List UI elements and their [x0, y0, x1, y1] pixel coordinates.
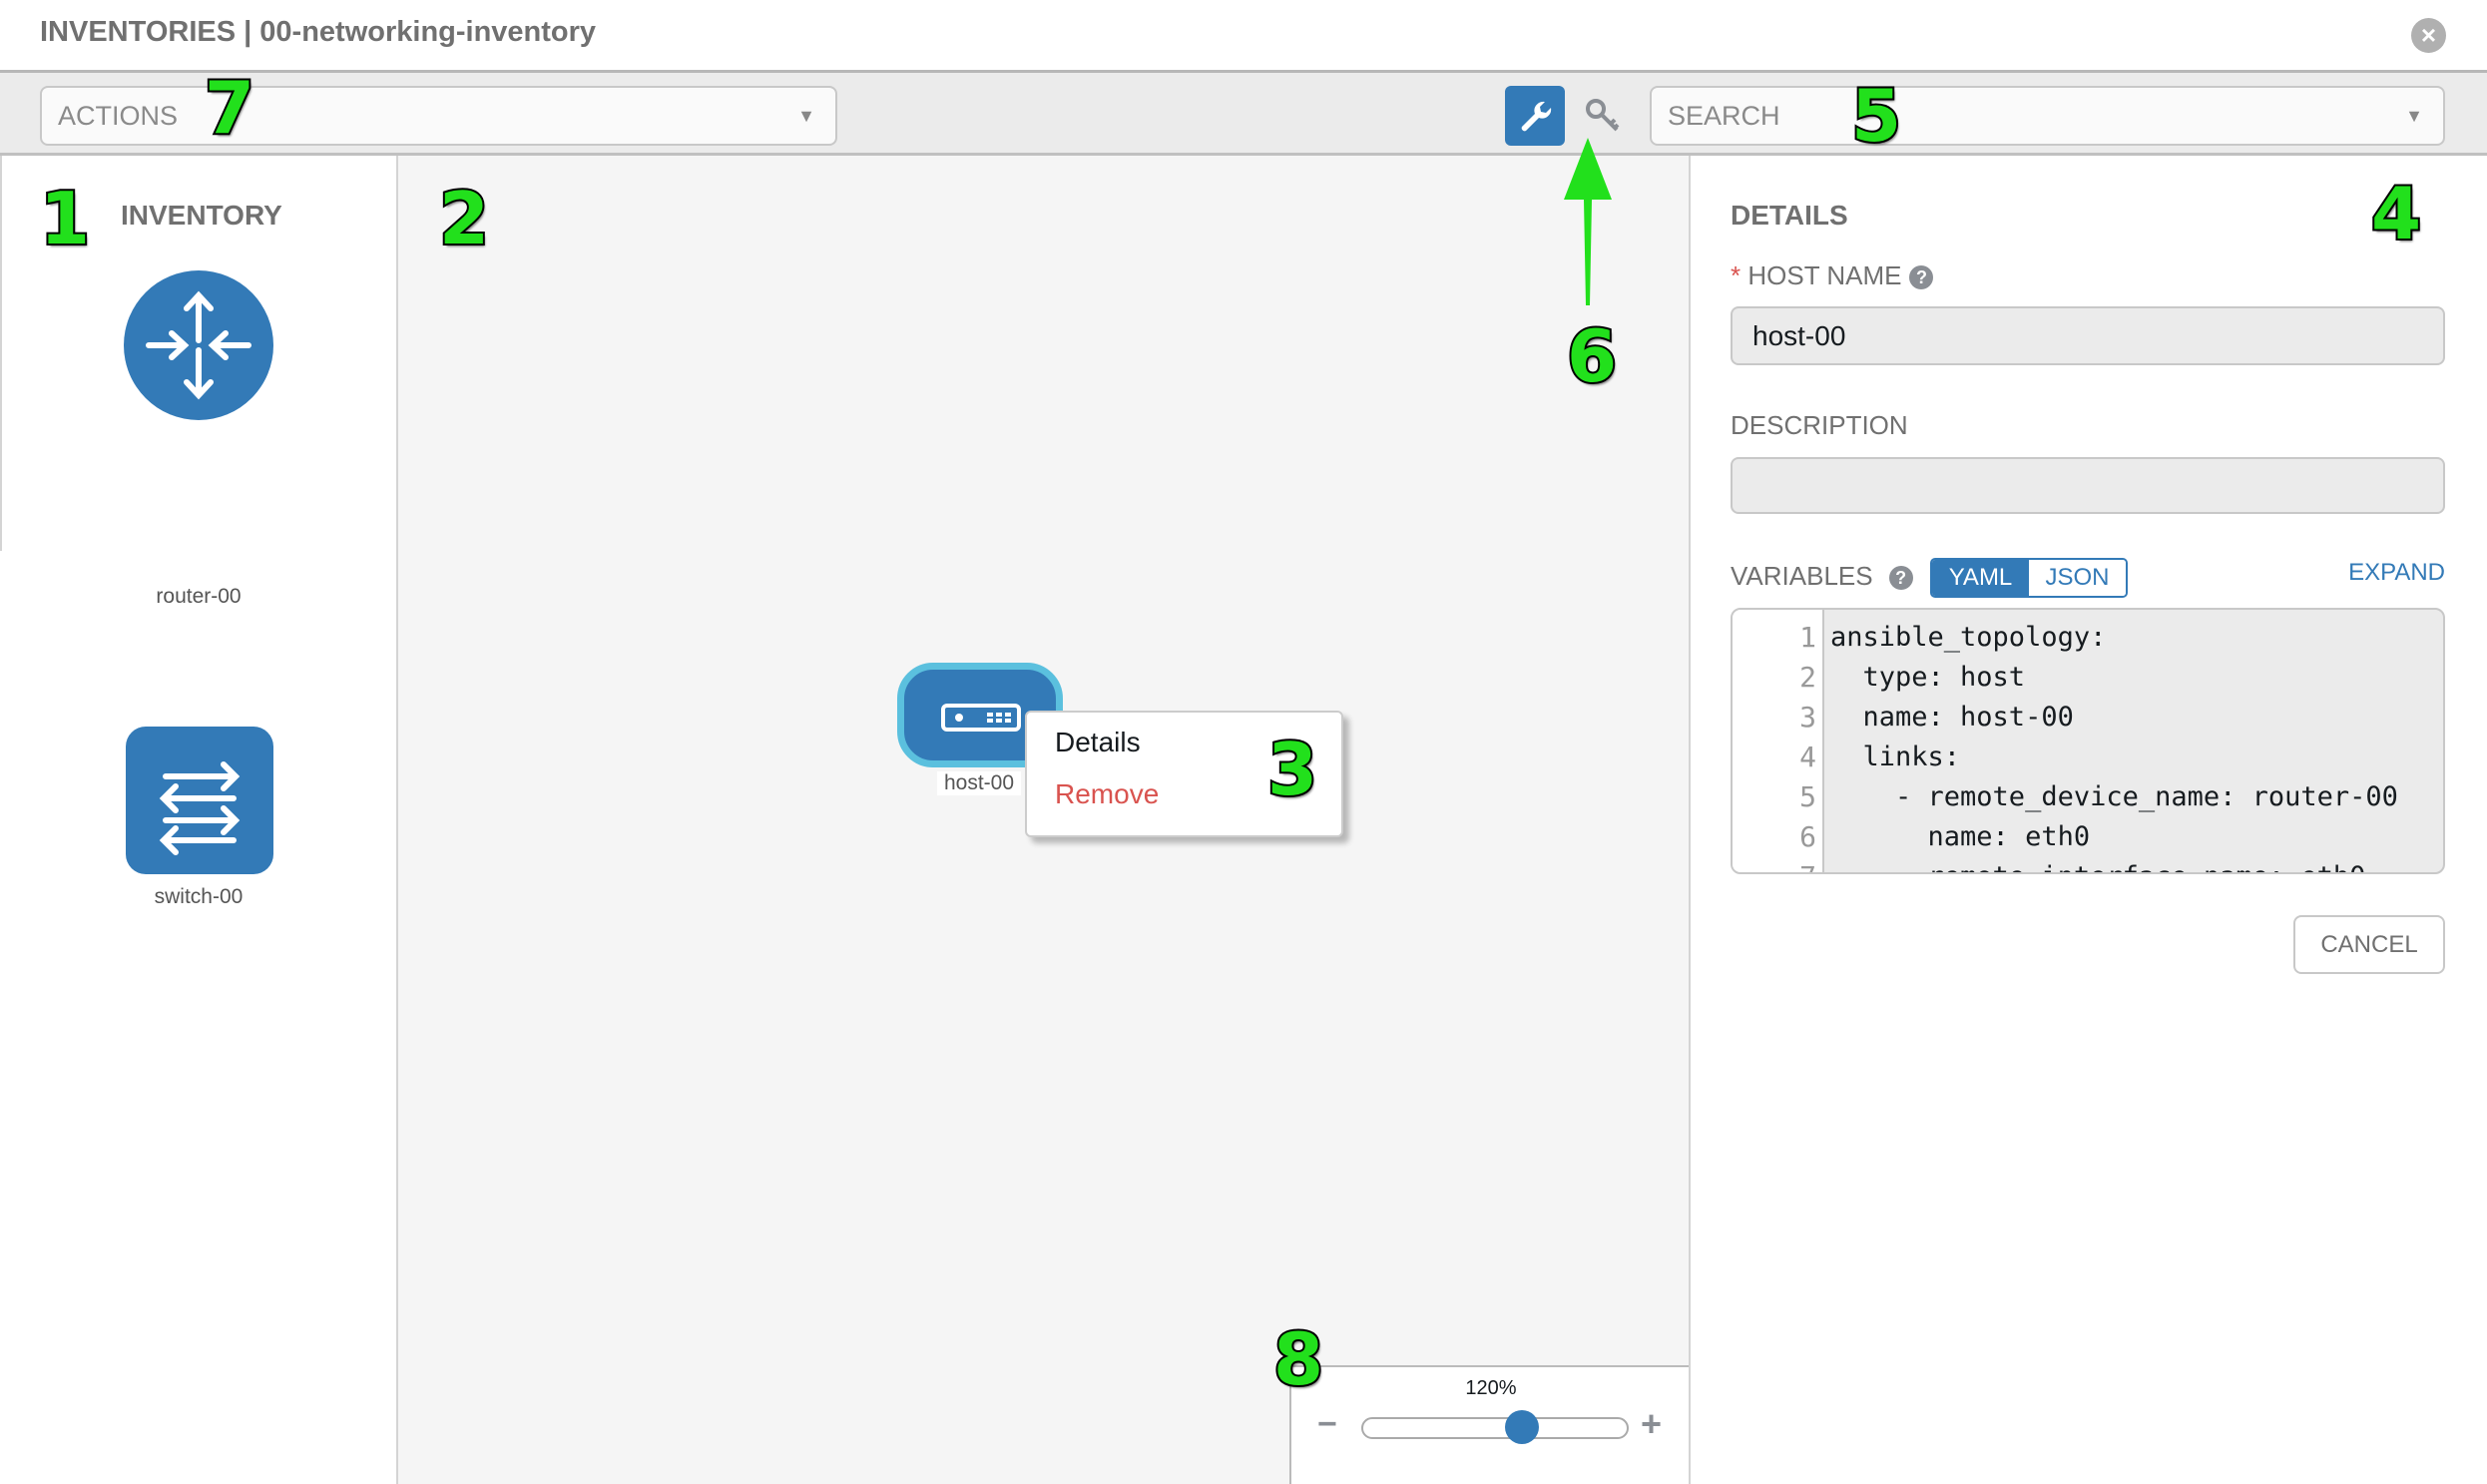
- context-menu: Details Remove: [1025, 711, 1343, 837]
- zoom-slider-thumb[interactable]: [1504, 1410, 1539, 1444]
- router-label: router-00: [156, 585, 242, 608]
- json-toggle[interactable]: JSON: [2029, 560, 2126, 596]
- code-line: name: eth0: [1830, 821, 2091, 852]
- annotation-2: 2: [437, 177, 491, 260]
- code-line: ansible_topology:: [1830, 622, 2107, 653]
- search-dropdown[interactable]: SEARCH ▼: [1650, 86, 2445, 146]
- page-title: INVENTORIES | 00-networking-inventory: [40, 16, 597, 48]
- switch-label: switch-00: [154, 885, 244, 908]
- required-mark: *: [1731, 260, 1741, 290]
- close-icon[interactable]: ×: [2411, 18, 2446, 53]
- host-name-label-text: HOST NAME: [1747, 260, 1902, 290]
- code-line: links:: [1830, 742, 1961, 772]
- line-number: 3: [1799, 701, 1816, 734]
- actions-dropdown[interactable]: ACTIONS ▼: [40, 86, 837, 146]
- zoom-slider[interactable]: [1361, 1417, 1629, 1439]
- variables-label: VARIABLES?: [1731, 561, 1913, 592]
- details-title: DETAILS: [1731, 200, 1848, 231]
- key-mode-button[interactable]: [1583, 96, 1623, 136]
- annotation-arrow-icon: [1564, 138, 1612, 305]
- line-number: 2: [1799, 661, 1816, 694]
- code-line: name: host-00: [1830, 702, 2074, 733]
- description-label: DESCRIPTION: [1731, 410, 1908, 440]
- inventory-item-router[interactable]: [124, 270, 273, 420]
- annotation-5: 5: [1849, 74, 1903, 158]
- code-line: - remote_device_name: router-00: [1830, 781, 2398, 812]
- wrench-icon: [1521, 101, 1552, 132]
- host-name-input[interactable]: host-00: [1731, 306, 2445, 365]
- code-line: remote_interface_name: eth0: [1830, 857, 2398, 872]
- actions-placeholder: ACTIONS: [58, 101, 179, 131]
- code-lines: ansible_topology: type: host name: host-…: [1824, 610, 2398, 872]
- switch-icon: [126, 727, 273, 874]
- line-number: 5: [1799, 780, 1816, 813]
- annotation-6: 6: [1565, 314, 1619, 398]
- description-input[interactable]: [1731, 457, 2445, 514]
- search-placeholder: SEARCH: [1668, 101, 1780, 131]
- help-icon[interactable]: ?: [1909, 265, 1934, 290]
- menu-item-remove[interactable]: Remove: [1055, 778, 1160, 809]
- annotation-8: 8: [1271, 1317, 1325, 1401]
- divider: [0, 156, 2, 551]
- yaml-toggle[interactable]: YAML: [1932, 560, 2029, 596]
- annotation-7: 7: [203, 66, 256, 150]
- variables-editor[interactable]: 1 2 3 4 5 6 7 ansible_topology: type: host nam…: [1731, 608, 2445, 874]
- format-toggle: YAML JSON: [1930, 558, 2128, 598]
- chevron-down-icon: ▼: [2405, 106, 2423, 126]
- menu-item-details[interactable]: Details: [1055, 727, 1141, 757]
- annotation-1: 1: [38, 177, 92, 260]
- line-number: 7: [1733, 857, 1816, 872]
- zoom-in-button[interactable]: +: [1641, 1403, 1663, 1444]
- help-icon[interactable]: ?: [1888, 566, 1913, 591]
- expand-link[interactable]: EXPAND: [2348, 559, 2445, 586]
- code-line: type: host: [1830, 662, 2026, 693]
- zoom-widget: 120% − +: [1289, 1365, 1689, 1484]
- variables-label-text: VARIABLES: [1731, 561, 1873, 591]
- inventory-title: INVENTORY: [121, 200, 282, 231]
- toolbar: ACTIONS ▼ SEARCH ▼: [0, 73, 2487, 156]
- inventory-item-switch[interactable]: [126, 727, 273, 874]
- host-name-label: * HOST NAME?: [1731, 260, 1934, 291]
- annotation-3: 3: [1265, 728, 1319, 811]
- cancel-button[interactable]: CANCEL: [2293, 915, 2445, 974]
- zoom-out-button[interactable]: −: [1317, 1405, 1337, 1443]
- line-numbers: 1 2 3 4 5 6 7: [1733, 610, 1824, 872]
- inventory-panel: INVENTORY router-00 switch-00: [0, 156, 398, 1484]
- line-number: 1: [1799, 621, 1816, 654]
- wrench-mode-button[interactable]: [1505, 86, 1565, 146]
- host-node-label: host-00: [937, 771, 1021, 795]
- line-number: 6: [1799, 820, 1816, 853]
- key-icon: [1586, 99, 1620, 132]
- host-icon: [941, 704, 1021, 732]
- router-icon: [124, 270, 273, 420]
- chevron-down-icon: ▼: [797, 106, 815, 126]
- line-number: 4: [1799, 741, 1816, 773]
- zoom-level: 120%: [1465, 1377, 1517, 1399]
- annotation-4: 4: [2369, 172, 2423, 255]
- title-bar: INVENTORIES | 00-networking-inventory ×: [0, 0, 2487, 73]
